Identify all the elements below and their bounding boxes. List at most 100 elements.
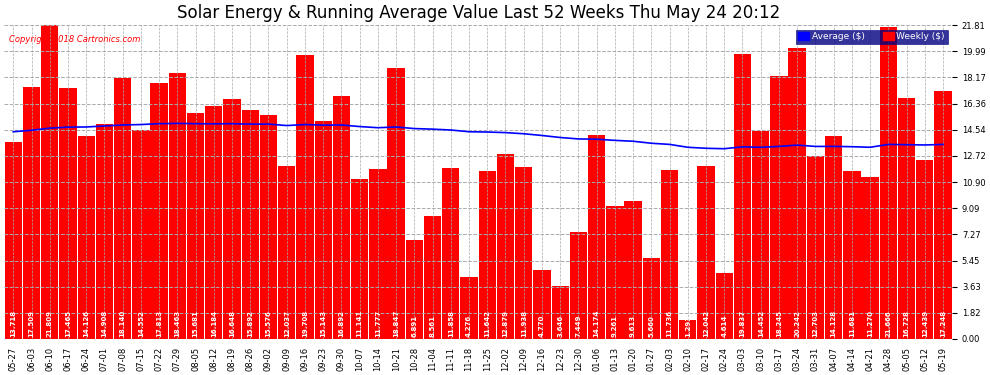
Text: 14.908: 14.908 [101, 309, 108, 337]
Bar [23, 87, 41, 339]
Bar [861, 177, 879, 339]
Text: 19.837: 19.837 [740, 310, 745, 337]
Bar [625, 201, 642, 339]
Bar [734, 54, 751, 339]
Text: 4.770: 4.770 [539, 314, 545, 337]
Bar [515, 167, 533, 339]
Text: 14.174: 14.174 [594, 309, 600, 337]
Text: 19.708: 19.708 [302, 310, 308, 337]
Legend: Average ($), Weekly ($): Average ($), Weekly ($) [796, 30, 947, 44]
Bar [369, 170, 386, 339]
Bar [460, 278, 478, 339]
Bar [880, 27, 897, 339]
Text: 6.891: 6.891 [411, 315, 418, 337]
Text: 12.439: 12.439 [922, 310, 928, 337]
Bar [315, 121, 332, 339]
Bar [551, 286, 569, 339]
Text: 17.509: 17.509 [29, 310, 35, 337]
Bar [569, 232, 587, 339]
Text: 18.847: 18.847 [393, 309, 399, 337]
Bar [259, 115, 277, 339]
Bar [770, 76, 788, 339]
Bar [168, 73, 186, 339]
Text: 4.614: 4.614 [722, 314, 728, 337]
Bar [187, 113, 204, 339]
Bar [697, 166, 715, 339]
Text: 11.938: 11.938 [521, 310, 527, 337]
Bar [242, 110, 259, 339]
Text: 12.042: 12.042 [703, 310, 709, 337]
Bar [5, 141, 22, 339]
Bar [77, 136, 95, 339]
Text: 18.463: 18.463 [174, 310, 180, 337]
Bar [114, 78, 132, 339]
Text: 11.736: 11.736 [666, 310, 672, 337]
Text: 15.681: 15.681 [193, 310, 199, 337]
Bar [916, 160, 934, 339]
Text: 21.809: 21.809 [47, 310, 52, 337]
Bar [643, 258, 660, 339]
Bar [333, 96, 350, 339]
Text: 3.646: 3.646 [557, 315, 563, 337]
Text: 14.552: 14.552 [138, 310, 144, 337]
Title: Solar Energy & Running Average Value Last 52 Weeks Thu May 24 20:12: Solar Energy & Running Average Value Las… [176, 4, 780, 22]
Text: Copyright 2018 Cartronics.com: Copyright 2018 Cartronics.com [9, 34, 141, 44]
Bar [588, 135, 605, 339]
Bar [59, 88, 76, 339]
Bar [205, 106, 223, 339]
Text: 5.660: 5.660 [648, 315, 654, 337]
Text: 4.276: 4.276 [466, 315, 472, 337]
Bar [606, 206, 624, 339]
Text: 18.245: 18.245 [776, 310, 782, 337]
Bar [443, 168, 459, 339]
Text: 20.242: 20.242 [794, 310, 800, 337]
Text: 13.718: 13.718 [10, 310, 16, 337]
Text: 15.892: 15.892 [248, 310, 253, 337]
Text: 12.879: 12.879 [503, 310, 509, 337]
Text: 15.576: 15.576 [265, 310, 271, 337]
Bar [296, 56, 314, 339]
Text: 21.666: 21.666 [885, 310, 891, 337]
Bar [387, 68, 405, 339]
Text: 16.728: 16.728 [904, 310, 910, 337]
Text: 11.270: 11.270 [867, 310, 873, 337]
Bar [96, 124, 113, 339]
Bar [224, 99, 241, 339]
Text: 11.858: 11.858 [447, 310, 453, 337]
Text: 17.465: 17.465 [65, 310, 71, 337]
Text: 12.037: 12.037 [284, 310, 290, 337]
Bar [825, 136, 842, 339]
Text: 14.452: 14.452 [757, 310, 763, 337]
Bar [406, 240, 423, 339]
Bar [150, 82, 167, 339]
Bar [133, 129, 149, 339]
Text: 1.293: 1.293 [685, 315, 691, 337]
Bar [41, 25, 58, 339]
Text: 11.777: 11.777 [375, 310, 381, 337]
Text: 18.140: 18.140 [120, 309, 126, 337]
Text: 11.681: 11.681 [848, 310, 854, 337]
Bar [351, 178, 368, 339]
Bar [679, 320, 696, 339]
Text: 15.143: 15.143 [320, 310, 326, 337]
Bar [788, 48, 806, 339]
Text: 16.184: 16.184 [211, 310, 217, 337]
Bar [935, 91, 951, 339]
Text: 11.141: 11.141 [356, 309, 362, 337]
Text: 14.126: 14.126 [83, 310, 89, 337]
Bar [716, 273, 733, 339]
Text: 9.261: 9.261 [612, 315, 618, 337]
Text: 17.813: 17.813 [156, 310, 162, 337]
Bar [534, 270, 550, 339]
Text: 16.892: 16.892 [339, 310, 345, 337]
Bar [843, 171, 860, 339]
Text: 11.642: 11.642 [484, 310, 490, 337]
Text: 12.703: 12.703 [813, 310, 819, 337]
Bar [497, 154, 514, 339]
Bar [807, 156, 824, 339]
Bar [752, 131, 769, 339]
Text: 14.128: 14.128 [831, 310, 837, 337]
Bar [478, 171, 496, 339]
Text: 16.648: 16.648 [229, 310, 235, 337]
Bar [278, 166, 295, 339]
